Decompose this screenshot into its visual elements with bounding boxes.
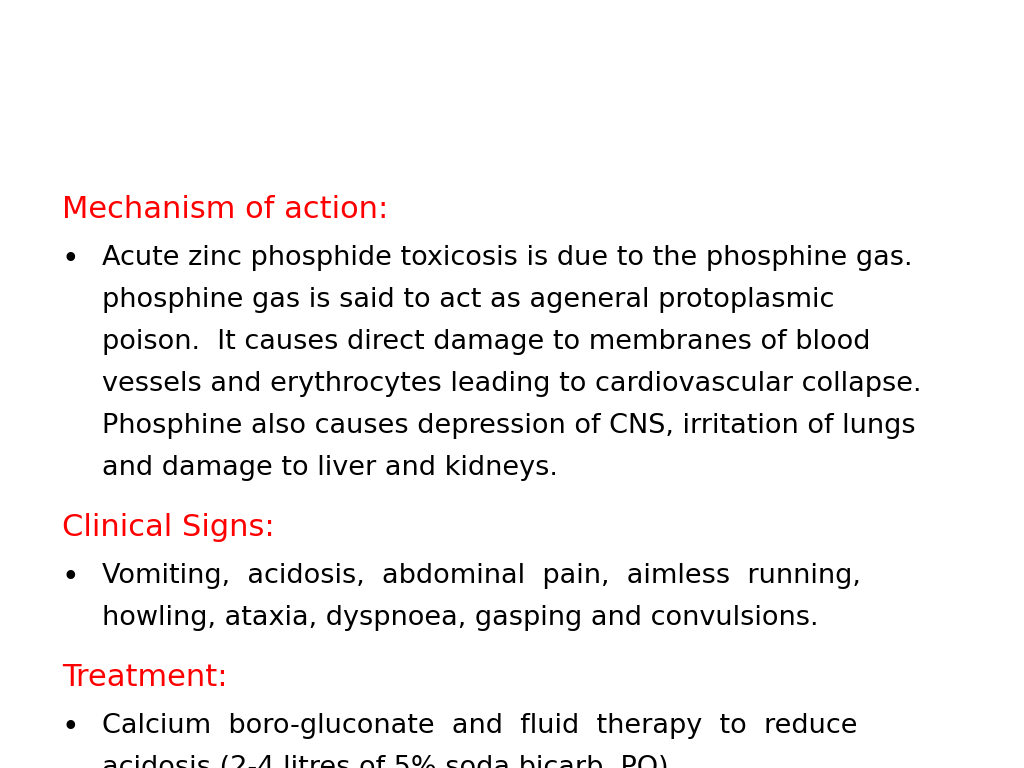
Text: phosphine gas is said to act as ageneral protoplasmic: phosphine gas is said to act as ageneral… (102, 287, 835, 313)
Text: acidosis (2-4 litres of 5% soda bicarb. PO).: acidosis (2-4 litres of 5% soda bicarb. … (102, 755, 677, 768)
Text: •: • (62, 245, 80, 274)
Text: •: • (62, 563, 80, 592)
Text: vessels and erythrocytes leading to cardiovascular collapse.: vessels and erythrocytes leading to card… (102, 371, 922, 397)
Text: poison.  It causes direct damage to membranes of blood: poison. It causes direct damage to membr… (102, 329, 870, 355)
Text: Clinical Signs:: Clinical Signs: (62, 513, 274, 542)
Text: howling, ataxia, dyspnoea, gasping and convulsions.: howling, ataxia, dyspnoea, gasping and c… (102, 605, 818, 631)
Text: and damage to liver and kidneys.: and damage to liver and kidneys. (102, 455, 558, 481)
Text: Acute zinc phosphide toxicosis is due to the phosphine gas.: Acute zinc phosphide toxicosis is due to… (102, 245, 912, 271)
Text: •: • (62, 713, 80, 742)
Text: Phosphine also causes depression of CNS, irritation of lungs: Phosphine also causes depression of CNS,… (102, 413, 915, 439)
Text: Calcium  boro-gluconate  and  fluid  therapy  to  reduce: Calcium boro-gluconate and fluid therapy… (102, 713, 857, 739)
Text: Treatment:: Treatment: (62, 663, 227, 692)
Text: Vomiting,  acidosis,  abdominal  pain,  aimless  running,: Vomiting, acidosis, abdominal pain, aiml… (102, 563, 861, 589)
Text: Mechanism of action:: Mechanism of action: (62, 195, 388, 224)
